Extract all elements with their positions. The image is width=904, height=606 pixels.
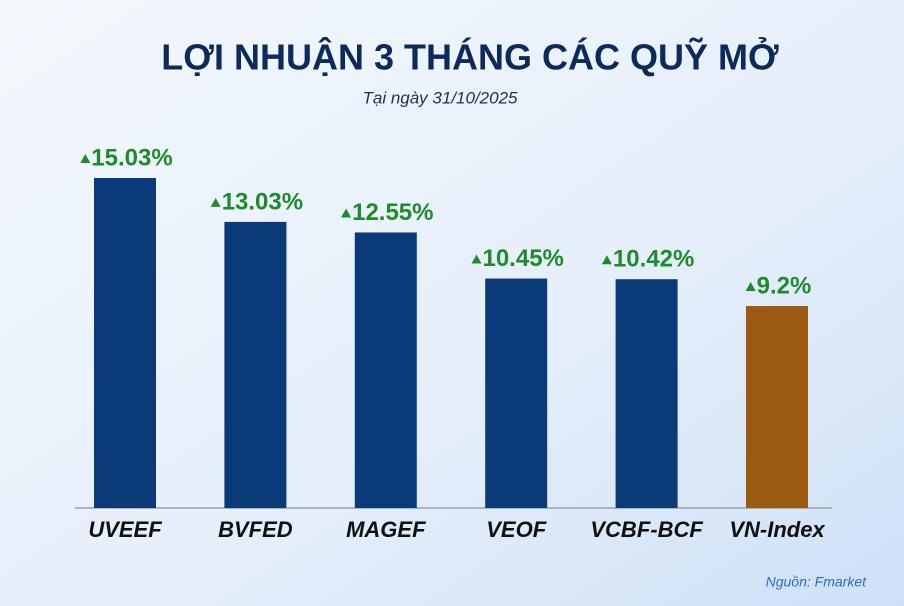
x-tick-label: VEOF [486, 517, 546, 542]
x-tick-label: BVFED [218, 517, 293, 542]
up-arrow [745, 282, 756, 292]
data-label: 13.03% [222, 188, 303, 215]
bar [94, 178, 156, 508]
data-label: 10.42% [613, 246, 694, 273]
data-label: 15.03% [91, 144, 172, 171]
source: Nguồn: Fmarket [766, 574, 867, 590]
chart-title: LỢI NHUẬN 3 THÁNG CÁC QUỸ MỞ [161, 36, 779, 78]
up-arrow [601, 255, 612, 265]
chart-subtitle: Tại ngày 31/10/2025 [362, 88, 518, 107]
bar [224, 221, 287, 508]
bar [746, 306, 808, 508]
up-arrow [471, 254, 482, 264]
data-label: 12.55% [352, 199, 433, 226]
x-tick-label: MAGEF [346, 517, 426, 542]
data-label: 9.2% [757, 272, 812, 299]
up-arrow [210, 197, 221, 207]
bar [485, 278, 548, 508]
bar [354, 232, 417, 508]
bar [615, 279, 678, 508]
x-tick-label: VCBF-BCF [590, 517, 703, 542]
x-tick-label: VN-Index [729, 517, 825, 542]
up-arrow [341, 208, 352, 218]
x-tick-label: UVEEF [88, 517, 162, 542]
data-label: 10.45% [482, 245, 563, 272]
up-arrow [80, 154, 91, 163]
